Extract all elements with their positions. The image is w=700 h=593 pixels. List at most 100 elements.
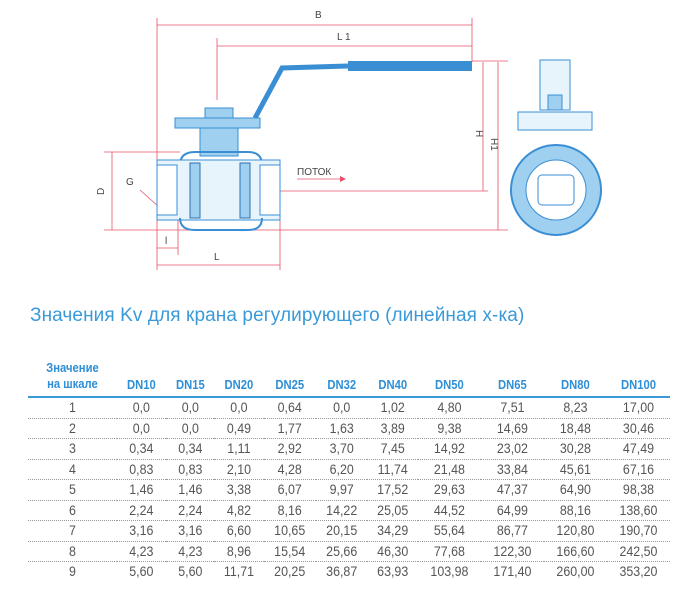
- kv-cell: 86,77: [483, 520, 542, 542]
- kv-cell: 353,20: [619, 564, 658, 580]
- kv-cell: 4,23: [118, 541, 164, 562]
- kv-cell: 2,92: [266, 438, 314, 460]
- kv-cell: 171,40: [493, 564, 532, 580]
- kv-cell: 14,92: [420, 438, 479, 460]
- label-d: D: [96, 188, 107, 195]
- flow-arrow-icon: [340, 176, 346, 182]
- kv-cell: 6,60: [216, 520, 263, 542]
- kv-cell: 25,05: [369, 500, 417, 521]
- scale-value-cell: 1: [31, 397, 114, 419]
- kv-table: Значение на шкале DN10 DN15 DN20 DN25 DN3…: [28, 360, 670, 582]
- header-dn65: DN65: [498, 378, 528, 392]
- kv-cell: 34,29: [369, 520, 417, 542]
- header-dn25: DN25: [275, 378, 305, 392]
- table-row: 1 0,0 0,0 0,0 0,64 0,0 1,02 4,80 7,51 8,23 17,00: [28, 397, 670, 419]
- table-row: 9 5,60 5,60 11,71 20,25 36,87 63,93 103,98 171,4…: [28, 562, 670, 582]
- header-dn20: DN20: [224, 378, 254, 392]
- kv-cell: 1,11: [216, 438, 263, 460]
- kv-cell: 20,15: [317, 520, 365, 542]
- kv-cell: 2,24: [167, 500, 213, 521]
- kv-cell: 0,0: [118, 397, 164, 419]
- kv-cell: 14,69: [483, 418, 542, 439]
- kv-cell: 98,38: [609, 479, 668, 501]
- kv-cell: 55,64: [420, 520, 479, 542]
- dimension-lines: [104, 18, 508, 270]
- kv-cell: 10,65: [266, 520, 314, 542]
- kv-cell: 3,16: [167, 520, 213, 542]
- kv-cell: 0,83: [118, 459, 164, 480]
- kv-cell: 9,97: [317, 479, 365, 501]
- kv-cell: 2,24: [118, 500, 164, 521]
- kv-cell: 44,52: [420, 500, 479, 521]
- kv-cell: 14,22: [317, 500, 365, 521]
- kv-cell: 47,49: [609, 438, 668, 460]
- kv-cell: 260,00: [556, 564, 595, 580]
- kv-cell: 77,68: [420, 541, 479, 562]
- kv-cell: 3,70: [317, 438, 365, 460]
- label-h1: H1: [488, 138, 499, 151]
- table-header-row: Значение на шкале DN10 DN15 DN20 DN25 DN3…: [28, 360, 670, 397]
- kv-cell: 0,83: [167, 459, 213, 480]
- kv-cell: 0,0: [167, 418, 213, 439]
- header-line-1: Значение: [46, 361, 99, 375]
- scale-value-cell: 3: [31, 438, 114, 460]
- kv-cell: 0,64: [266, 397, 314, 419]
- kv-cell: 88,16: [546, 500, 605, 521]
- kv-cell: 120,80: [546, 520, 605, 542]
- kv-cell: 0,34: [167, 438, 213, 460]
- scale-value-cell: 7: [31, 520, 114, 542]
- kv-cell: 0,0: [317, 397, 365, 419]
- kv-cell: 45,61: [546, 459, 605, 480]
- kv-cell: 1,46: [167, 479, 213, 501]
- table-row: 5 1,46 1,46 3,38 6,07 9,97 17,52 29,63 47,37 64,9…: [28, 479, 670, 501]
- table-row: 2 0,0 0,0 0,49 1,77 1,63 3,89 9,38 14,69 18,48 30,…: [28, 418, 670, 439]
- label-l1: L 1: [337, 32, 351, 43]
- kv-cell: 5,60: [177, 564, 203, 580]
- kv-cell: 5,60: [129, 564, 154, 580]
- kv-cell: 9,38: [420, 418, 479, 439]
- kv-cell: 64,99: [483, 500, 542, 521]
- kv-cell: 0,0: [118, 418, 164, 439]
- kv-cell: 63,93: [377, 564, 409, 580]
- kv-cell: 23,02: [483, 438, 542, 460]
- kv-cell: 46,30: [369, 541, 417, 562]
- table-title: Значения Kv для крана регулирующего (лин…: [30, 305, 525, 326]
- kv-cell: 6,07: [266, 479, 314, 501]
- scale-value-cell: 5: [31, 479, 114, 501]
- header-dn10: DN10: [126, 378, 156, 392]
- label-g: G: [126, 177, 134, 188]
- scale-value-cell: 2: [31, 418, 114, 439]
- kv-cell: 122,30: [483, 541, 542, 562]
- kv-cell: 166,60: [546, 541, 605, 562]
- kv-cell: 4,80: [420, 397, 479, 419]
- kv-cell: 15,54: [266, 541, 314, 562]
- kv-cell: 21,48: [420, 459, 479, 480]
- header-dn100: DN100: [620, 378, 657, 392]
- kv-cell: 3,89: [369, 418, 417, 439]
- kv-cell: 25,66: [317, 541, 365, 562]
- label-l-small: l: [165, 236, 167, 247]
- kv-cell: 0,49: [216, 418, 263, 439]
- kv-cell: 17,52: [369, 479, 417, 501]
- kv-cell: 11,74: [369, 459, 417, 480]
- table-row: 8 4,23 4,23 8,96 15,54 25,66 46,30 77,68 122,30 1…: [28, 541, 670, 562]
- kv-cell: 0,0: [216, 397, 263, 419]
- valve-drawing: B L 1 H H1 D G l L ПОТОК: [96, 10, 602, 270]
- kv-cell: 18,48: [546, 418, 605, 439]
- kv-cell: 29,63: [420, 479, 479, 501]
- kv-cell: 7,45: [369, 438, 417, 460]
- kv-cell: 67,16: [609, 459, 668, 480]
- header-dn80: DN80: [561, 378, 590, 392]
- table-row: 6 2,24 2,24 4,82 8,16 14,22 25,05 44,52 64,99 88,…: [28, 500, 670, 521]
- header-scale-value: Значение на шкале: [32, 360, 112, 397]
- scale-value-cell: 8: [31, 541, 114, 562]
- kv-cell: 33,84: [483, 459, 542, 480]
- kv-cell: 103,98: [430, 564, 469, 580]
- kv-cell: 11,71: [224, 564, 255, 580]
- kv-cell: 8,16: [266, 500, 314, 521]
- label-l: L: [214, 252, 220, 263]
- kv-cell: 7,51: [483, 397, 542, 419]
- scale-value-cell: 6: [31, 500, 114, 521]
- kv-cell: 1,77: [266, 418, 314, 439]
